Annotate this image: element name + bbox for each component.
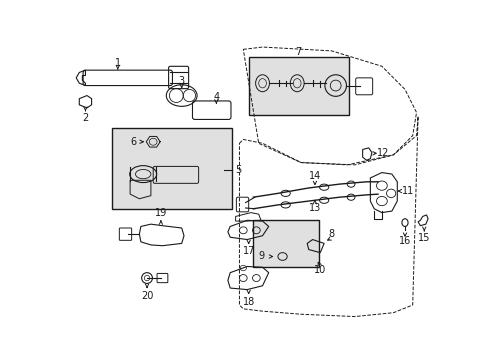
Text: 6: 6 [130,137,136,147]
Text: 17: 17 [242,246,254,256]
Text: 5: 5 [234,165,241,175]
FancyBboxPatch shape [112,128,231,209]
Text: 16: 16 [398,236,410,246]
Text: 2: 2 [82,113,88,123]
Text: 12: 12 [376,148,388,158]
Text: 18: 18 [242,297,254,307]
Text: 19: 19 [155,208,167,219]
Text: 3: 3 [178,76,184,86]
Text: 7: 7 [295,48,301,58]
Text: 10: 10 [313,265,326,275]
Text: 11: 11 [401,186,413,196]
Text: 9: 9 [257,252,264,261]
FancyBboxPatch shape [248,57,348,115]
Text: 4: 4 [213,92,219,102]
Text: 13: 13 [308,203,321,213]
Text: 15: 15 [417,233,429,243]
Text: 14: 14 [308,171,321,181]
Text: 20: 20 [141,291,153,301]
FancyBboxPatch shape [253,220,318,266]
Text: 1: 1 [115,58,121,68]
Text: 8: 8 [328,229,334,239]
